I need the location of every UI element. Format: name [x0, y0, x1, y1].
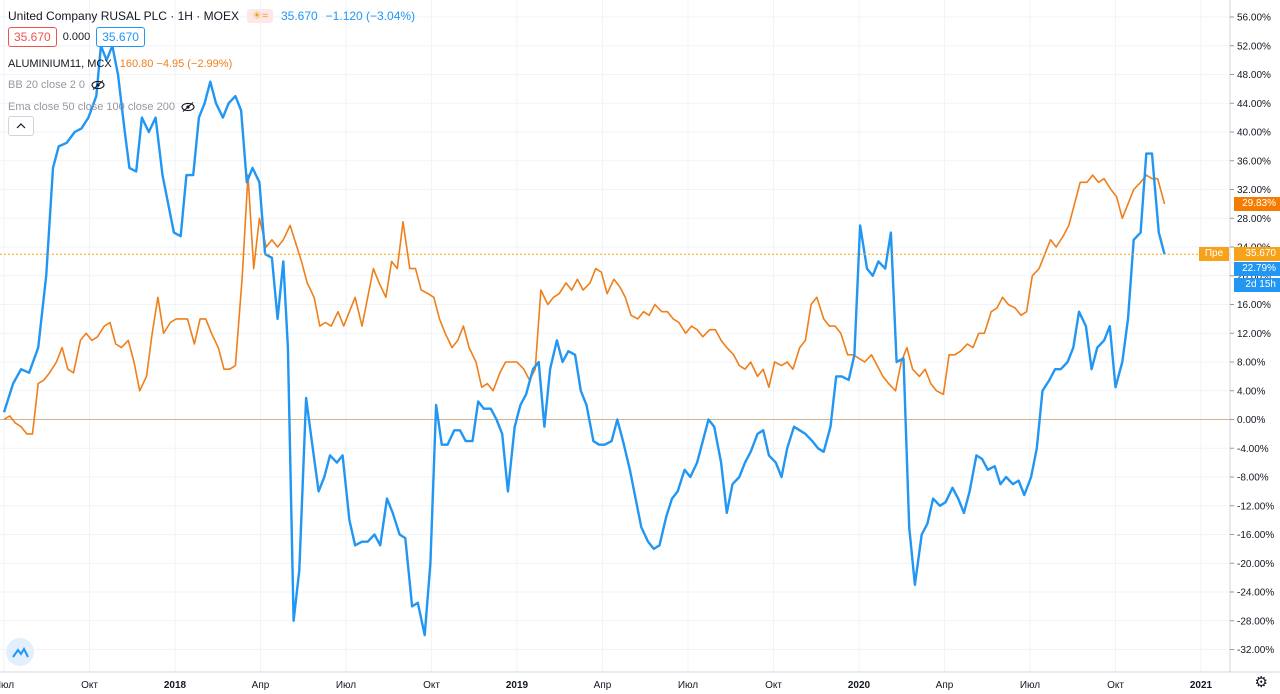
x-tick-label: 2020 — [848, 680, 871, 691]
x-tick-label: 2018 — [164, 680, 187, 691]
rusal-series-line[interactable] — [2, 44, 1166, 637]
last-price-badge: 35.670 — [1234, 247, 1280, 261]
main-last-value: 35.670 — [280, 9, 318, 23]
y-tick-label: -4.00% — [1237, 444, 1269, 455]
y-tick-label: 4.00% — [1237, 386, 1265, 397]
y-tick-label: -12.00% — [1237, 501, 1274, 512]
x-tick-label: Июл — [0, 680, 14, 691]
x-tick-label: 2019 — [506, 680, 529, 691]
x-tick-label: Окт — [81, 680, 98, 691]
compare-symbol: ALUMINIUM11, MCX — [8, 58, 112, 70]
rusal-pct-badge: 22.79% — [1234, 262, 1280, 276]
buy-price-box[interactable]: 35.670 — [96, 27, 145, 47]
logo-mountain-icon — [12, 646, 29, 658]
y-tick-label: -8.00% — [1237, 473, 1269, 484]
legend-main-row: United Company RUSAL PLC · 1H · MOEX ☀≈ … — [8, 6, 415, 26]
y-tick-label: 28.00% — [1237, 214, 1271, 225]
y-tick-label: 36.00% — [1237, 156, 1271, 167]
series-layer — [2, 44, 1166, 637]
compare-legend: ALUMINIUM11, MCX 160.80 −4.95 (−2.99%) B… — [8, 54, 232, 118]
y-tick-label: 32.00% — [1237, 185, 1271, 196]
symbol-title[interactable]: United Company RUSAL PLC · 1H · MOEX — [8, 9, 239, 23]
time-axis-labels: Июл Окт 2018 Апр Июл Окт 2019 Апр Июл Окт 2020 Апр И… — [0, 680, 1213, 691]
y-tick-label: 8.00% — [1237, 358, 1265, 369]
x-tick-label: Апр — [936, 680, 954, 691]
grid-lines — [0, 0, 1230, 672]
y-tick-label: -24.00% — [1237, 588, 1274, 599]
y-tick-label: 48.00% — [1237, 70, 1271, 81]
y-tick-label: 56.00% — [1237, 13, 1271, 24]
x-tick-label: Окт — [423, 680, 440, 691]
compare-values: 160.80 −4.95 (−2.99%) — [119, 58, 233, 70]
y-tick-label: 0.00% — [1237, 415, 1265, 426]
price-boxes: 35.670 0.000 35.670 — [8, 27, 145, 47]
y-tick-label: 12.00% — [1237, 329, 1271, 340]
ema-indicator-row[interactable]: Ema close 50 close 100 close 200 — [8, 96, 232, 118]
chart-legend: United Company RUSAL PLC · 1H · MOEX ☀≈ … — [8, 6, 415, 26]
ema-indicator-label: Ema close 50 close 100 close 200 — [8, 101, 175, 113]
tradingview-logo[interactable] — [6, 638, 34, 666]
sell-price-box[interactable]: 35.670 — [8, 27, 57, 47]
main-change: −1.120 (−3.04%) — [325, 9, 416, 23]
aluminium-series-line[interactable] — [3, 174, 1166, 435]
collapse-legend-button[interactable] — [8, 116, 34, 136]
hidden-eye-icon[interactable] — [91, 80, 105, 90]
hidden-eye-icon[interactable] — [181, 102, 195, 112]
y-tick-label: 52.00% — [1237, 41, 1271, 52]
y-tick-label: -20.00% — [1237, 559, 1274, 570]
x-tick-label: Апр — [252, 680, 270, 691]
x-tick-label: Июл — [678, 680, 698, 691]
x-tick-label: Июл — [1020, 680, 1040, 691]
x-tick-label: Окт — [765, 680, 782, 691]
y-tick-label: -32.00% — [1237, 645, 1274, 656]
x-tick-label: Апр — [594, 680, 612, 691]
bb-indicator-label: BB 20 close 2 0 — [8, 79, 86, 91]
spread-value: 0.000 — [62, 31, 91, 43]
premarket-label-badge: Пре — [1199, 247, 1229, 261]
y-tick-label: 44.00% — [1237, 99, 1271, 110]
chevron-up-icon — [16, 123, 26, 129]
bb-indicator-row[interactable]: BB 20 close 2 0 — [8, 74, 232, 96]
y-tick-label: -16.00% — [1237, 530, 1274, 541]
y-tick-label: 20.00% — [1237, 271, 1271, 282]
price-axis-labels: 56.00% 52.00% 48.00% 44.00% 40.00% 36.00% 32.0… — [1230, 13, 1274, 656]
market-status-icon[interactable]: ☀≈ — [246, 9, 273, 23]
x-tick-label: Окт — [1107, 680, 1124, 691]
y-tick-label: -28.00% — [1237, 616, 1274, 627]
y-tick-label: 16.00% — [1237, 300, 1271, 311]
settings-gear-icon[interactable]: ⚙ — [1254, 674, 1268, 691]
y-tick-label: 40.00% — [1237, 128, 1271, 139]
x-tick-label: Июл — [336, 680, 356, 691]
aluminium-pct-badge: 29.83% — [1234, 197, 1280, 211]
x-tick-label: 2021 — [1190, 680, 1213, 691]
compare-row[interactable]: ALUMINIUM11, MCX 160.80 −4.95 (−2.99%) — [8, 54, 232, 74]
bar-countdown-badge: 2d 15h — [1234, 278, 1280, 292]
